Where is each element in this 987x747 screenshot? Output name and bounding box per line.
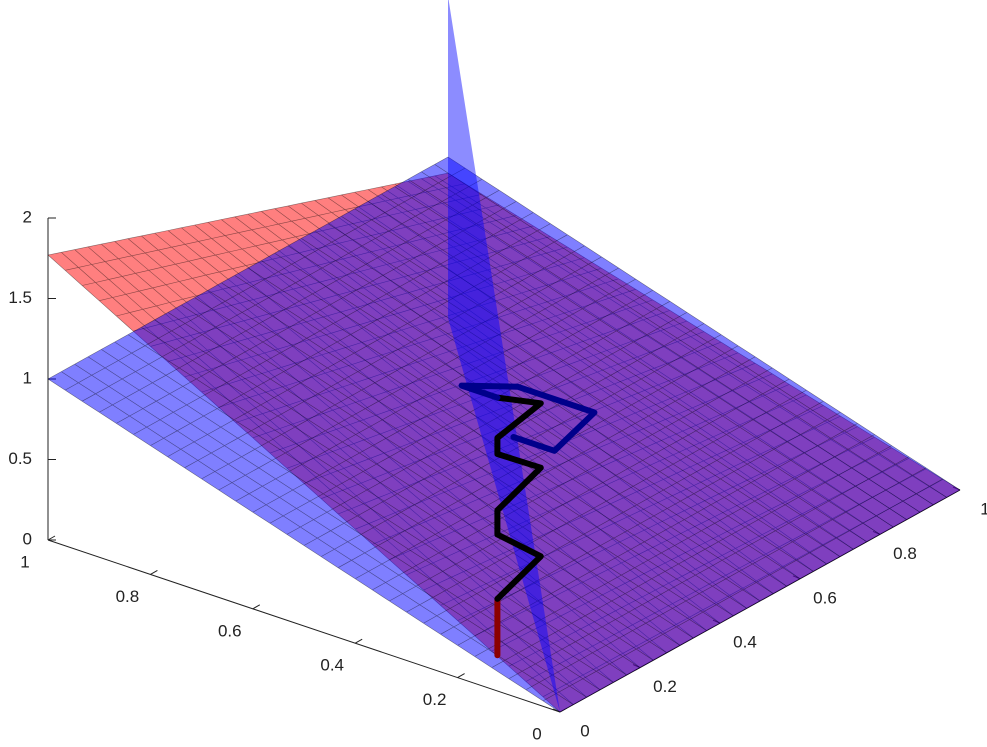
x-tick-label: 0.2 [423, 690, 447, 709]
trajectory [494, 394, 544, 602]
plane [448, 0, 560, 712]
z-tick-label: 0.5 [8, 449, 32, 468]
x-tick-label: 0.6 [218, 621, 242, 640]
x-tick [150, 569, 158, 575]
y-tick-label: 0.6 [813, 588, 837, 607]
x-tick [47, 535, 56, 541]
x-tick [252, 604, 261, 610]
surface-mesh [47, 156, 961, 713]
y-tick-label: 0.4 [733, 633, 757, 652]
x-tick [457, 673, 465, 679]
trajectory [458, 382, 598, 454]
y-tick-label: 0 [580, 721, 589, 740]
z-tick-label: 1.5 [8, 288, 32, 307]
y-tick-label: 1 [980, 499, 987, 518]
x-tick [354, 638, 363, 644]
x-tick-label: 0.8 [116, 587, 140, 606]
y-tick [552, 708, 561, 713]
x-axis [47, 539, 561, 713]
y-tick-label: 0.8 [893, 544, 917, 563]
z-tick-label: 0 [23, 529, 32, 548]
z-tick-label: 2 [23, 207, 32, 226]
x-tick-label: 1 [20, 552, 29, 571]
x-tick-label: 0.4 [320, 656, 344, 675]
y-tick-label: 0.2 [653, 677, 677, 696]
x-tick-label: 0 [532, 724, 541, 743]
z-tick-label: 1 [23, 368, 32, 387]
